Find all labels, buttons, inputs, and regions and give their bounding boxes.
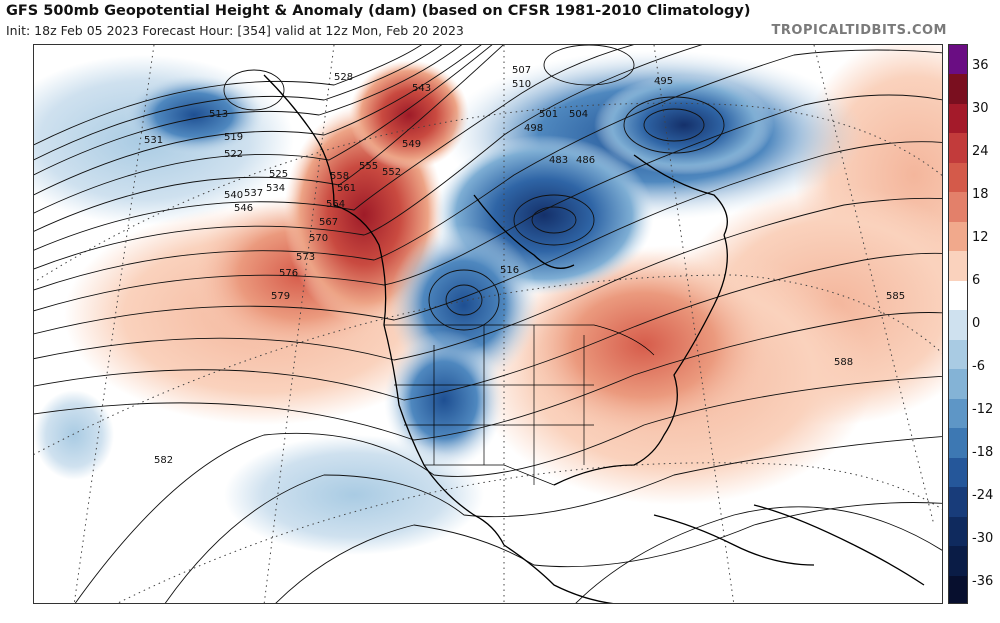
colorbar-segment <box>949 428 967 459</box>
colorbar-segment <box>949 133 967 164</box>
contour-label: 486 <box>576 155 595 166</box>
map-subtitle: Init: 18z Feb 05 2023 Forecast Hour: [35… <box>6 23 464 38</box>
colorbar-tick-label: 30 <box>972 101 989 116</box>
colorbar <box>948 44 968 604</box>
contour-label: 549 <box>402 139 421 150</box>
contour-label: 519 <box>224 132 243 143</box>
colorbar-segment <box>949 103 967 134</box>
contour-label: 540 <box>224 190 243 201</box>
contour-label: 531 <box>144 135 163 146</box>
coastlines <box>263 74 925 603</box>
colorbar-segment <box>949 221 967 252</box>
contour-label: 546 <box>234 203 253 214</box>
anomaly-shading <box>34 45 942 555</box>
contour-label: 570 <box>309 233 328 244</box>
contour-labels: 528 513 519 531 522 525 534 537 540 546 … <box>144 65 905 466</box>
colorbar-tick-label: -12 <box>972 402 994 417</box>
colorbar-segment <box>949 280 967 311</box>
colorbar-segment <box>949 398 967 429</box>
colorbar-segment <box>949 516 967 547</box>
contour-label: 564 <box>326 199 345 210</box>
colorbar-segment <box>949 457 967 488</box>
colorbar-segment <box>949 45 967 75</box>
contour-label: 528 <box>334 72 353 83</box>
colorbar-segment <box>949 339 967 370</box>
map-title: GFS 500mb Geopotential Height & Anomaly … <box>6 3 751 19</box>
map-canvas: 528 513 519 531 522 525 534 537 540 546 … <box>34 45 942 603</box>
contour-label: 552 <box>382 167 401 178</box>
colorbar-segment <box>949 162 967 193</box>
contour-label: 534 <box>266 183 285 194</box>
colorbar-tick-label: 6 <box>972 273 981 288</box>
contour-label: 543 <box>412 83 431 94</box>
contour-label: 561 <box>337 183 356 194</box>
colorbar-tick-label: 24 <box>972 144 989 159</box>
contour-label: 525 <box>269 169 288 180</box>
site-credit: TROPICALTIDBITS.COM <box>771 23 947 38</box>
colorbar-segment <box>949 74 967 105</box>
colorbar-tick-label: 18 <box>972 187 989 202</box>
contour-label: 558 <box>330 171 349 182</box>
colorbar-tick-label: 0 <box>972 316 981 331</box>
contour-label: 582 <box>154 455 173 466</box>
map-panel: 528 513 519 531 522 525 534 537 540 546 … <box>33 44 943 604</box>
contour-label: 576 <box>279 268 298 279</box>
contour-label: 579 <box>271 291 290 302</box>
colorbar-segment <box>949 546 967 577</box>
contour-label: 498 <box>524 123 543 134</box>
colorbar-segment <box>949 369 967 400</box>
height-contours <box>34 45 942 603</box>
political-borders <box>384 324 655 486</box>
contour-label: 483 <box>549 155 568 166</box>
contour-label: 513 <box>209 109 228 120</box>
colorbar-tick-label: -30 <box>972 531 994 546</box>
colorbar-segment <box>949 575 967 603</box>
colorbar-tick-label: 36 <box>972 58 989 73</box>
colorbar-tick-label: 12 <box>972 230 989 245</box>
colorbar-segment <box>949 487 967 518</box>
colorbar-segment <box>949 192 967 223</box>
contour-label: 516 <box>500 265 519 276</box>
colorbar-tick-label: -36 <box>972 574 994 589</box>
contour-label: 504 <box>569 109 588 120</box>
colorbar-tick-label: -18 <box>972 445 994 460</box>
contour-label: 555 <box>359 161 378 172</box>
contour-label: 588 <box>834 357 853 368</box>
colorbar-tick-label: -24 <box>972 488 994 503</box>
contour-label: 573 <box>296 252 315 263</box>
colorbar-tick-label: -6 <box>972 359 985 374</box>
colorbar-segment <box>949 310 967 341</box>
contour-label: 567 <box>319 217 338 228</box>
contour-label: 495 <box>654 76 673 87</box>
contour-label: 537 <box>244 188 263 199</box>
contour-label: 510 <box>512 79 531 90</box>
contour-label: 507 <box>512 65 531 76</box>
colorbar-segment <box>949 251 967 282</box>
contour-label: 501 <box>539 109 558 120</box>
contour-label: 585 <box>886 291 905 302</box>
contour-label: 522 <box>224 149 243 160</box>
